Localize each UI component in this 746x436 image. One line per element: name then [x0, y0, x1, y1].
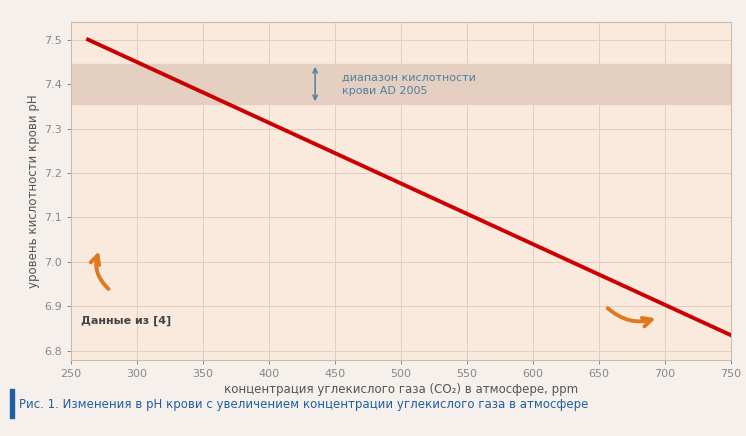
Bar — [71, 64, 731, 104]
Bar — [10, 389, 14, 418]
X-axis label: концентрация углекислого газа (CO₂) в атмосфере, ppm: концентрация углекислого газа (CO₂) в ат… — [224, 383, 578, 396]
Y-axis label: уровень кислотности крови pH: уровень кислотности крови pH — [27, 94, 40, 288]
Text: диапазон кислотности
крови AD 2005: диапазон кислотности крови AD 2005 — [342, 72, 475, 95]
Text: Данные из [4]: Данные из [4] — [81, 316, 172, 327]
Text: Рис. 1. Изменения в pH крови с увеличением концентрации углекислого газа в атмос: Рис. 1. Изменения в pH крови с увеличени… — [19, 398, 588, 411]
